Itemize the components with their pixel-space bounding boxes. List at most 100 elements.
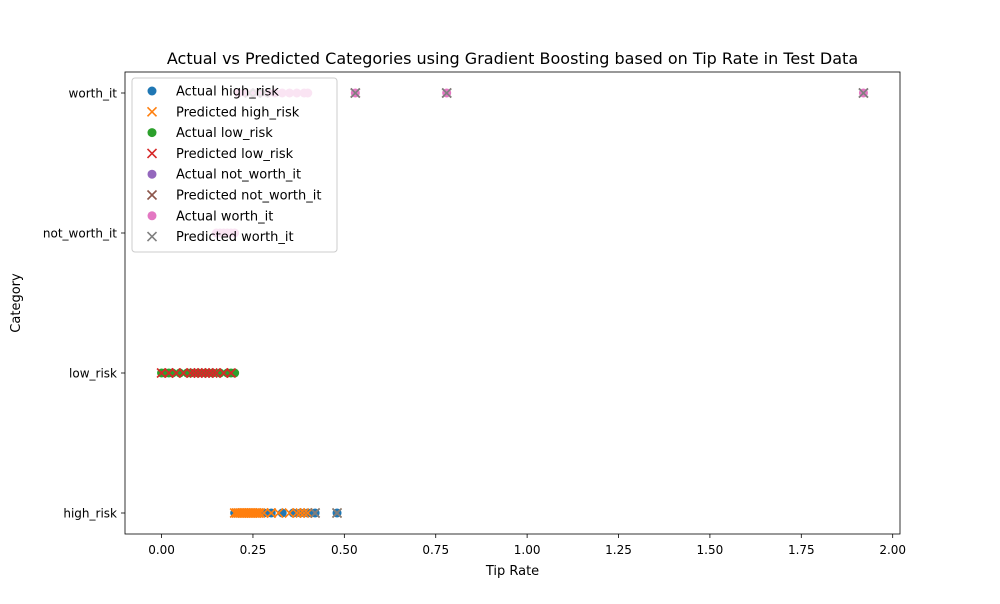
predicted-high-risk-point-stroke-b xyxy=(251,507,262,519)
legend-label-predicted-worth-it: Predicted worth_it xyxy=(176,230,294,245)
predicted-low-risk-point-stroke-b xyxy=(163,367,174,379)
legend-items: Actual high_risk Predicted high_risk Actua… xyxy=(146,85,321,245)
predicted-high-risk-point-stroke-b xyxy=(266,507,277,519)
chart-title: Actual vs Predicted Categories using Gra… xyxy=(167,49,858,68)
predicted-high-risk-point xyxy=(291,507,302,519)
predicted-low-risk-point xyxy=(189,367,200,379)
predicted-high-risk-point-stroke-b xyxy=(299,507,310,519)
y-axis: high_risk low_risk not_worth_it worth_it xyxy=(43,87,125,521)
y-tick-label: high_risk xyxy=(63,507,117,521)
legend: Actual high_risk Predicted high_risk Actua… xyxy=(131,77,338,253)
legend-marker-predicted-worth-it xyxy=(146,231,158,242)
predicted-high-risk-point xyxy=(284,507,295,519)
predicted-low-risk-point-stroke-b xyxy=(178,367,189,379)
y-axis-label: Category xyxy=(9,273,24,333)
predicted-low-risk-point xyxy=(163,367,174,379)
predicted-worth-it-point xyxy=(858,87,869,99)
predicted-low-risk-point xyxy=(204,367,215,379)
predicted-high-risk-point-stroke-b xyxy=(302,507,313,519)
predicted-low-risk-point-stroke-b xyxy=(211,367,222,379)
predicted-low-risk-point-stroke-b xyxy=(207,367,218,379)
predicted-low-risk-point-stroke-b xyxy=(225,367,237,379)
legend-marker-predicted-high-risk xyxy=(146,106,158,117)
legend-label-actual-not-worth-it: Actual not_worth_it xyxy=(176,168,301,183)
predicted-high-risk-point-stroke-b xyxy=(291,507,302,519)
predicted-high-risk-point xyxy=(302,507,313,519)
legend-marker-actual-high-risk xyxy=(147,86,157,96)
legend-label-actual-high-risk: Actual high_risk xyxy=(176,85,279,100)
y-tick-label: low_risk xyxy=(69,367,117,381)
predicted-worth-it-point xyxy=(310,507,321,519)
predicted-high-risk-point xyxy=(295,507,306,519)
legend-label-predicted-not-worth-it: Predicted not_worth_it xyxy=(176,189,321,204)
legend-label-actual-low-risk: Actual low_risk xyxy=(176,126,273,141)
legend-marker-predicted-low-risk xyxy=(146,148,158,159)
predicted-high-risk-point xyxy=(251,507,262,519)
x-tick-label: 0.25 xyxy=(240,543,267,557)
predicted-worth-it-point-stroke-b xyxy=(441,87,452,99)
predicted-worth-it-point-stroke-b xyxy=(858,87,869,99)
predicted-high-risk-point-stroke-b xyxy=(295,507,306,519)
legend-label-predicted-low-risk: Predicted low_risk xyxy=(176,147,294,162)
legend-marker-actual-low-risk xyxy=(147,128,157,138)
predicted-high-risk-point xyxy=(258,507,269,519)
x-tick-label: 0.00 xyxy=(148,543,175,557)
predicted-high-risk-point-stroke-b xyxy=(273,507,284,519)
legend-marker-actual-not-worth-it xyxy=(147,169,157,179)
predicted-low-risk-point-stroke-b xyxy=(196,367,207,379)
predicted-high-risk-point-stroke-b xyxy=(284,507,295,519)
predicted-worth-it-point xyxy=(331,507,343,519)
predicted-high-risk-point xyxy=(255,507,266,519)
predicted-low-risk-point-stroke-b xyxy=(218,367,229,379)
x-tick-label: 1.75 xyxy=(788,543,815,557)
predicted-worth-it-point-stroke-b xyxy=(350,87,361,99)
legend-marker-predicted-high-risk-stroke-b xyxy=(146,106,158,117)
legend-box xyxy=(131,77,338,253)
predicted-low-risk-point-stroke-b xyxy=(156,367,167,379)
legend-label-predicted-high-risk: Predicted high_risk xyxy=(176,105,300,120)
legend-marker-predicted-not-worth-it xyxy=(146,189,158,201)
predicted-low-risk-point xyxy=(193,367,204,379)
predicted-high-risk-point xyxy=(273,507,284,519)
y-tick-label: worth_it xyxy=(69,87,118,101)
y-tick-label: not_worth_it xyxy=(43,227,117,241)
predicted-high-risk-point-stroke-b xyxy=(258,507,269,519)
legend-marker-actual-worth-it xyxy=(147,211,157,221)
predicted-low-risk-point-stroke-b xyxy=(200,367,211,379)
x-tick-label: 1.50 xyxy=(697,543,724,557)
predicted-low-risk-point-stroke-b xyxy=(171,367,182,379)
predicted-low-risk-point xyxy=(171,367,182,379)
predicted-low-risk-point xyxy=(185,367,196,379)
predicted-worth-it-point xyxy=(441,87,452,99)
predicted-high-risk-point xyxy=(299,507,310,519)
x-axis-label: Tip Rate xyxy=(485,564,539,579)
predicted-low-risk-point-stroke-b xyxy=(193,367,204,379)
predicted-low-risk-point xyxy=(200,367,211,379)
x-axis: 0.00 0.25 0.50 0.75 1.00 1.25 1.50 1.75 2.00 xyxy=(148,534,906,557)
predicted-low-risk-point xyxy=(156,367,167,379)
predicted-low-risk-point xyxy=(207,367,218,379)
plot-frame xyxy=(124,71,901,535)
predicted-low-risk-point-stroke-b xyxy=(204,367,215,379)
predicted-low-risk-point xyxy=(178,367,189,379)
predicted-low-risk-point-stroke-b xyxy=(189,367,200,379)
predicted-worth-it-point-stroke-b xyxy=(331,507,343,519)
x-tick-label: 0.75 xyxy=(422,543,449,557)
predicted-worth-it-point xyxy=(350,87,361,99)
predicted-worth-it-point-stroke-b xyxy=(310,507,321,519)
x-tick-label: 2.00 xyxy=(879,543,906,557)
x-tick-label: 1.25 xyxy=(605,543,632,557)
predicted-low-risk-point xyxy=(225,367,237,379)
legend-marker-predicted-low-risk-stroke-b xyxy=(146,148,158,159)
x-tick-label: 0.50 xyxy=(331,543,358,557)
predicted-high-risk-point-stroke-b xyxy=(255,507,266,519)
predicted-low-risk-point xyxy=(211,367,222,379)
legend-marker-predicted-worth-it-stroke-b xyxy=(146,231,158,242)
predicted-low-risk-point xyxy=(218,367,229,379)
legend-label-actual-worth-it: Actual worth_it xyxy=(176,209,273,224)
predicted-high-risk-point xyxy=(266,507,277,519)
x-tick-label: 1.00 xyxy=(514,543,541,557)
predicted-low-risk-point xyxy=(196,367,207,379)
